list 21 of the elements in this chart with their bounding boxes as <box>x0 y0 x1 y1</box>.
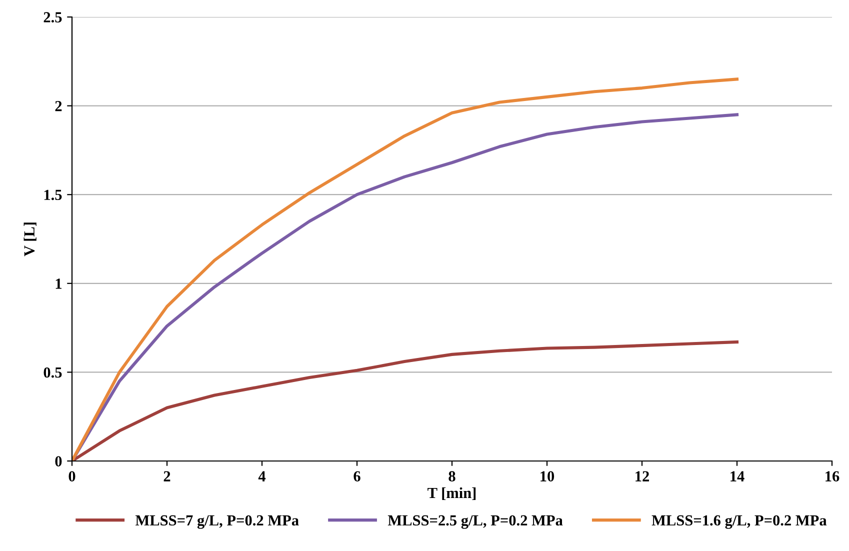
x-tick-label: 8 <box>448 471 456 482</box>
legend-label: MLSS=2.5 g/L, P=0.2 MPa <box>388 515 563 529</box>
x-axis-title: T [min] <box>428 487 476 500</box>
y-axis-title: V [L] <box>24 222 36 256</box>
y-tick-label: 1 <box>56 278 62 289</box>
line-series <box>72 340 739 461</box>
x-tick-label: 12 <box>636 471 649 482</box>
x-tick-label: 4 <box>258 471 266 482</box>
x-tick-label: 0 <box>68 471 76 482</box>
y-tick-label: 1.5 <box>44 190 62 200</box>
x-tick-label: 2 <box>164 471 170 482</box>
legend-label: MLSS=7 g/L, P=0.2 MPa <box>135 515 299 529</box>
x-tick-label: 6 <box>354 471 360 482</box>
x-tick-label: 10 <box>540 471 554 482</box>
x-tick-label: 14 <box>730 471 744 482</box>
y-tick-label: 2.5 <box>44 12 62 23</box>
y-tick-label: 0 <box>55 456 62 466</box>
y-tick-label: 2 <box>55 100 62 112</box>
x-tick-label: 16 <box>826 471 840 482</box>
legend-label: MLSS=1.6 g/L, P=0.2 MPa <box>652 515 827 529</box>
y-tick-label: 0.5 <box>44 367 62 378</box>
